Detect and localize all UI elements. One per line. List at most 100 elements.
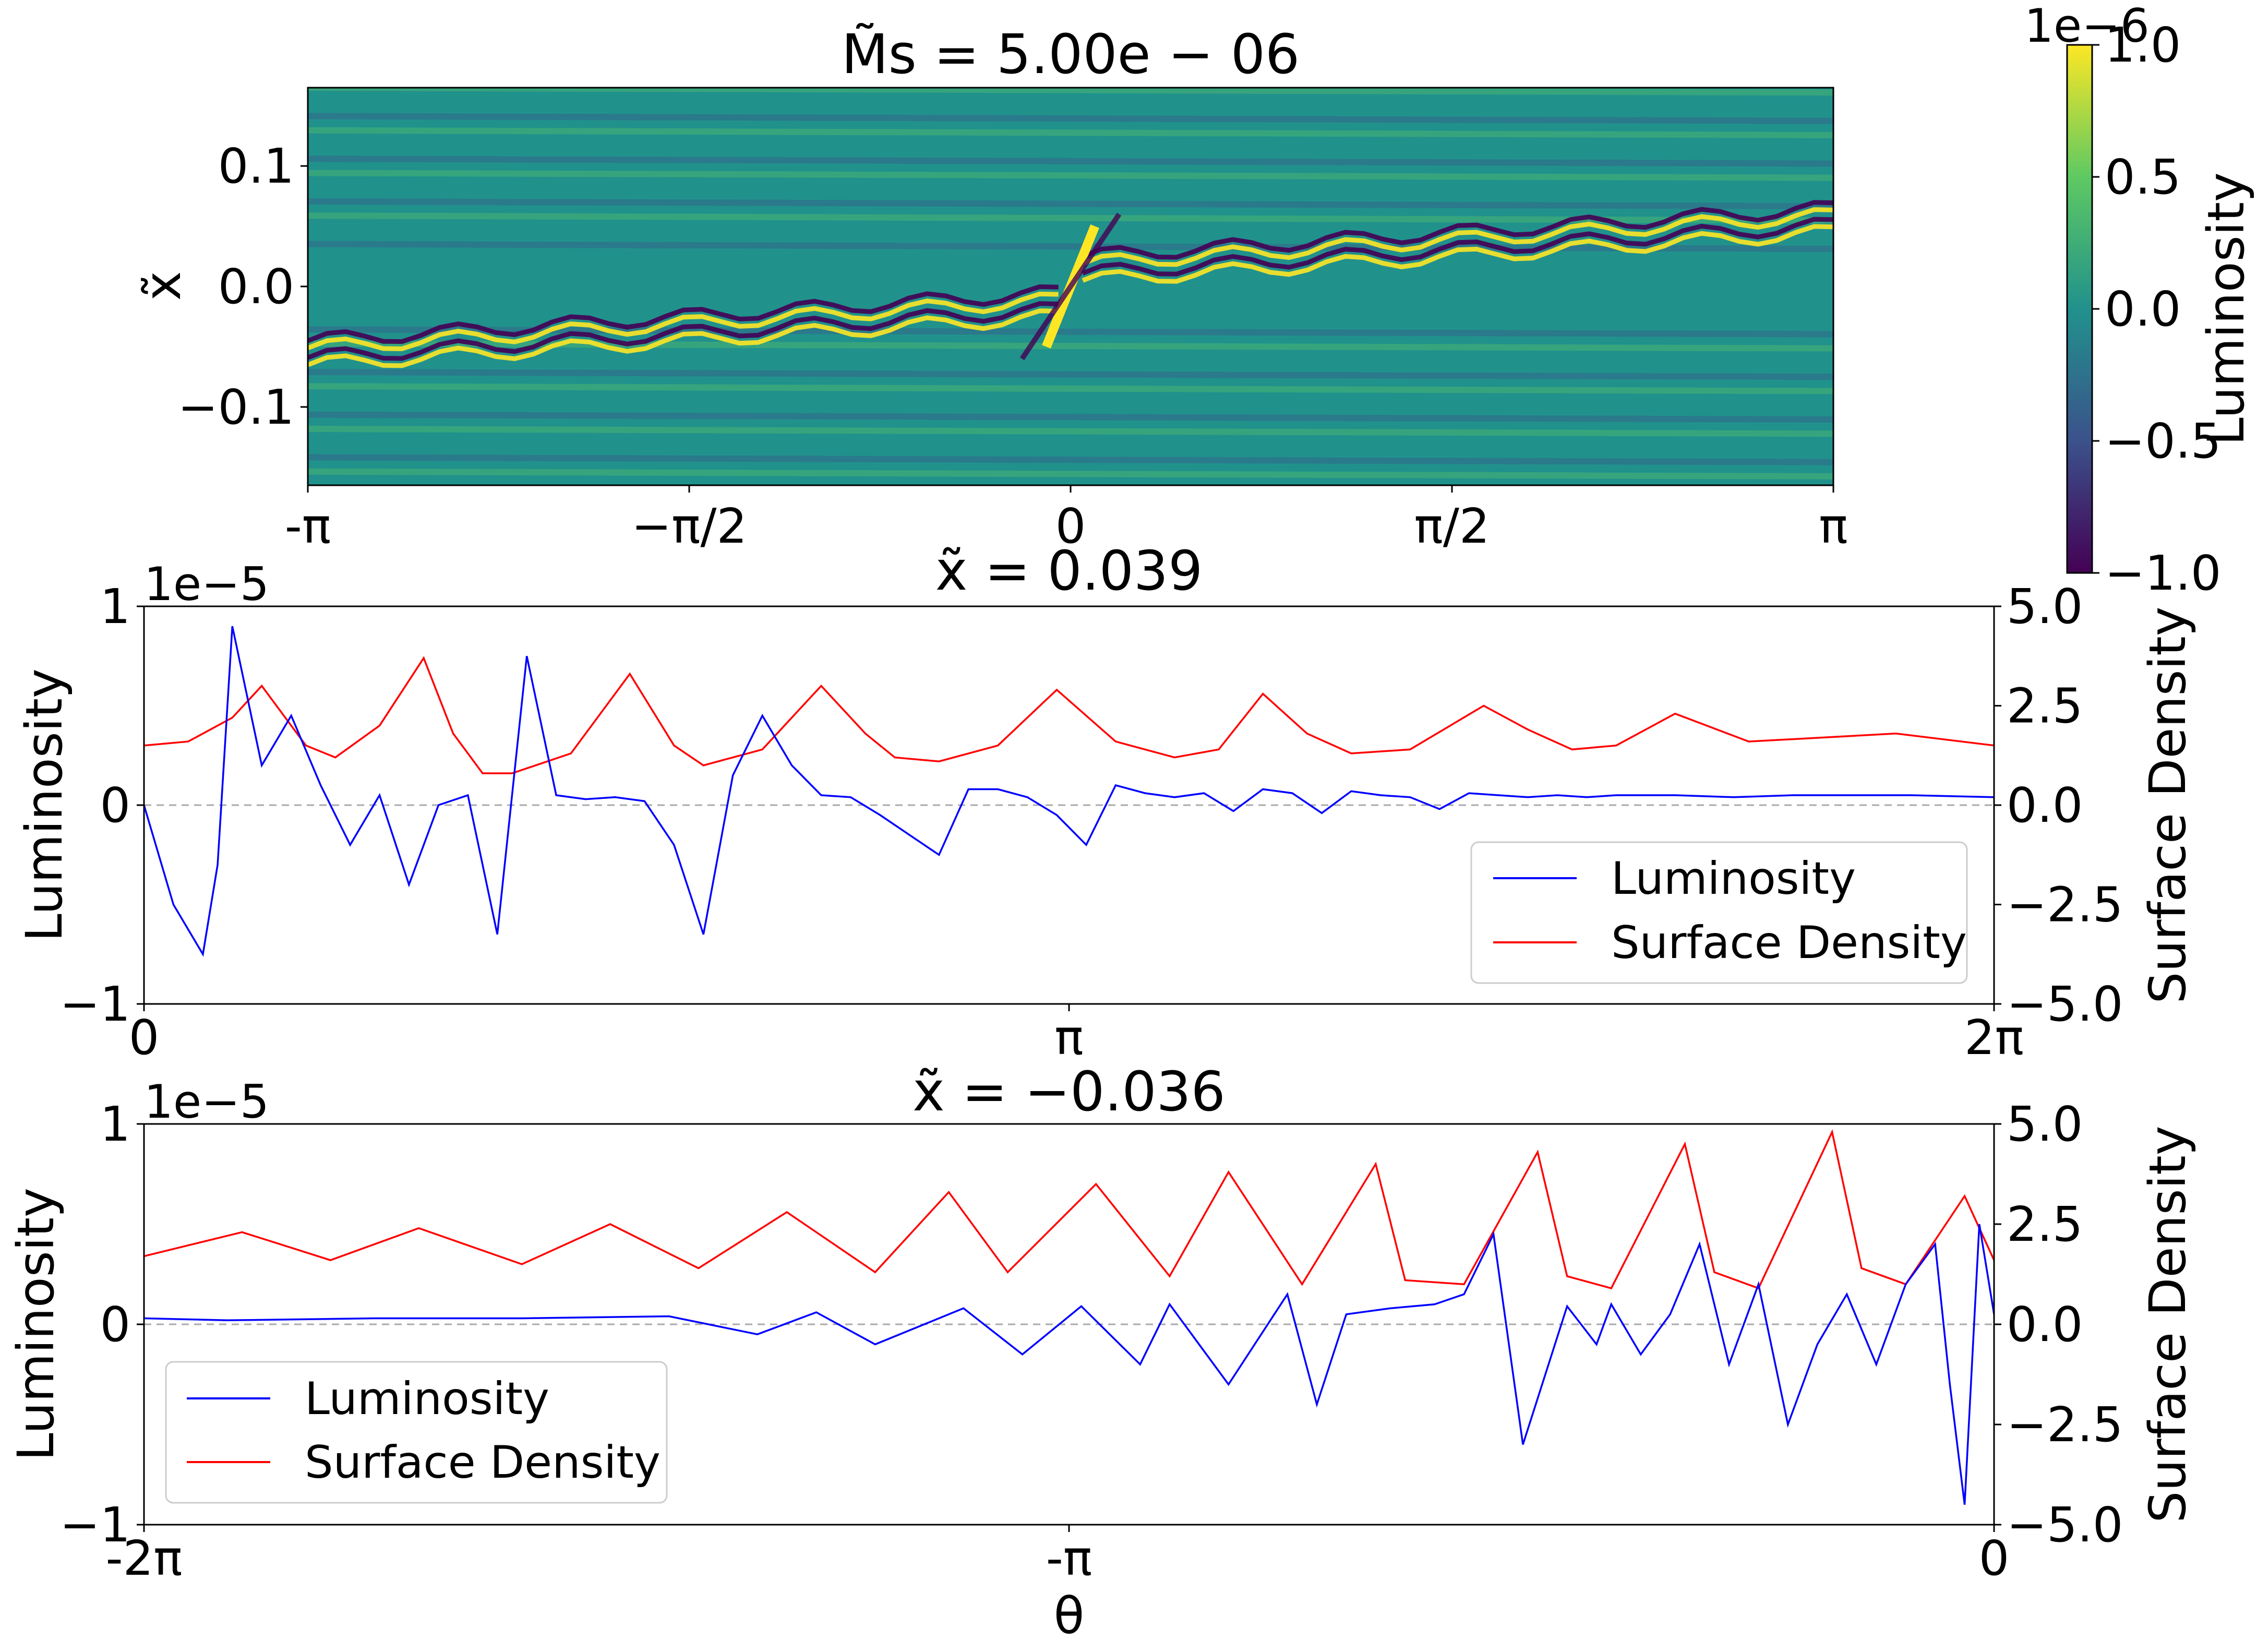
bottom-y2-tick-label: −5.0 [2007,1497,2123,1553]
middle-y2-ticks: 5.0 2.5 0.0 −2.5 −5.0 [1994,579,2123,1032]
heatmap-band [308,411,1833,423]
heatmap-band [308,354,1833,366]
middle-y-tick-label: −1 [59,976,130,1032]
middle-x-tick-label: 2π [1964,1010,2024,1066]
heatmap-band [308,184,1833,195]
heatmap-wake-lower [308,291,1059,352]
bottom-ylabel: Luminosity [7,1188,65,1461]
colorbar-tick-label: 0.0 [2105,281,2181,337]
colorbar-gradient [2066,44,2093,574]
heatmap-streaks [308,88,1833,480]
middle-y-tick-label: 0 [100,777,130,833]
heatmap-title: M̃s = 5.00e − 06 [842,22,1300,86]
bottom-y-tick-label: 0 [100,1297,130,1352]
colorbar: 1e−6 1.0 0.5 0.0 −0.5 −1.0 Luminosity [2024,0,2255,601]
heatmap-wake-lower [308,284,1059,344]
bottom-y-ticks: 1 0 −1 [59,1096,144,1553]
middle-legend-box [1470,841,1968,984]
bottom-y2-tick-label: 0.0 [2007,1297,2083,1352]
heatmap-band [308,468,1833,480]
bottom-y2-tick-label: 5.0 [2007,1096,2083,1152]
bottom-ylabel-right: Surface Density [2139,1126,2197,1523]
bottom-x-ticks: -2π -π 0 [105,1525,2009,1586]
middle-y2-tick-label: 0.0 [2007,777,2083,833]
colorbar-tick-label: 0.5 [2105,149,2181,205]
bottom-y2-tick-label: −2.5 [2007,1397,2123,1453]
middle-legend-lum-label: Luminosity [1611,853,1856,905]
heatmap-center-feature [1019,212,1122,361]
middle-y-ticks: 1 0 −1 [59,579,144,1032]
middle-y-tick-label: 1 [100,579,130,635]
heatmap-band [308,170,1833,181]
heatmap-band [308,454,1833,465]
colorbar-label: Luminosity [2197,172,2255,446]
bottom-offset-text: 1e−5 [144,1075,269,1129]
heatmap-y-tick-label: 0.0 [218,259,294,315]
middle-y2-tick-label: −2.5 [2007,877,2123,933]
middle-legend-sd-label: Surface Density [1611,917,1967,969]
bottom-surface-density-line [144,1129,1994,1290]
middle-luminosity-line [144,626,1994,957]
heatmap-band [308,88,1833,96]
heatmap-wake-lower [308,308,1059,368]
middle-y2-tick-label: −5.0 [2007,976,2123,1032]
colorbar-ticks: 1.0 0.5 0.0 −0.5 −1.0 [2092,17,2221,601]
heatmap-band [308,99,1833,110]
colorbar-offset-text: 1e−6 [2024,0,2150,53]
bottom-legend-lum-label: Luminosity [305,1373,549,1425]
middle-y2-tick-label: 5.0 [2007,579,2083,635]
bottom-x-tick-label: 0 [1979,1530,2010,1586]
heatmap-wake-lower [308,301,1059,361]
heatmap-ylabel: x̃ [134,271,192,301]
bottom-line-panel: x̃ = −0.036 1e−5 Luminosity Surface Dens… [7,1060,2197,1645]
bottom-luminosity-line [144,1224,1994,1505]
heatmap-wake-upper [1082,224,1833,284]
middle-y2-tick-label: 2.5 [2007,678,2083,734]
bottom-legend-sd-label: Surface Density [305,1436,661,1489]
colorbar-tick-label: −1.0 [2105,545,2221,601]
heatmap-band [308,127,1833,138]
heatmap-x-tick-label: -π [285,498,331,554]
middle-ylabel-right: Surface Density [2139,606,2197,1003]
heatmap-band [308,397,1833,409]
middle-ylabel: Luminosity [15,668,74,942]
bottom-legend: Luminosity Surface Density [165,1361,668,1504]
heatmap-x-tick-label: −π/2 [631,498,747,554]
middle-x-ticks: 0 π 2π [129,1004,2024,1066]
heatmap-band [308,141,1833,153]
heatmap-band [308,425,1833,437]
bottom-y-tick-label: −1 [59,1497,130,1553]
middle-title: x̃ = 0.039 [935,539,1203,603]
bottom-x-tick-label: -π [1046,1530,1093,1586]
middle-offset-text: 1e−5 [144,557,269,611]
heatmap-x-tick-label: π [1819,498,1847,554]
heatmap-band [308,326,1833,338]
colorbar-tick-label: 1.0 [2105,17,2181,73]
bottom-x-tick-label: -2π [105,1530,182,1586]
bottom-xlabel: θ [1054,1587,1085,1645]
heatmap-y-tick-label: 0.1 [218,138,294,194]
heatmap-x-tick-label: 0 [1055,498,1086,554]
bottom-legend-box [165,1361,668,1504]
heatmap-band [308,113,1833,124]
heatmap-x-ticks: -π −π/2 0 π/2 π [285,485,1848,554]
bottom-y2-tick-label: 2.5 [2007,1196,2083,1252]
middle-legend: Luminosity Surface Density [1470,841,1968,984]
heatmap-y-tick-label: −0.1 [178,379,294,435]
heatmap-band [308,198,1833,210]
heatmap-band [308,440,1833,451]
bottom-y-tick-label: 1 [100,1096,130,1152]
heatmap-wake-upper [1082,217,1833,277]
heatmap-band [308,155,1833,167]
heatmap-wake-upper [1082,200,1833,260]
middle-surface-density-line [144,656,1994,774]
middle-line-panel: x̃ = 0.039 1e−5 Luminosity Surface Densi… [15,539,2197,1066]
heatmap-panel: M̃s = 5.00e − 06 x̃ 0.1 0.0 −0.1 -π −π/2 0 π/… [134,22,1848,554]
heatmap-band [308,368,1833,380]
heatmap-wake-upper [1082,207,1833,267]
bottom-title: x̃ = −0.036 [913,1060,1226,1123]
bottom-y2-ticks: 5.0 2.5 0.0 −2.5 −5.0 [1994,1096,2123,1553]
colorbar-tick-label: −0.5 [2105,413,2221,469]
middle-x-tick-label: 0 [129,1010,160,1066]
